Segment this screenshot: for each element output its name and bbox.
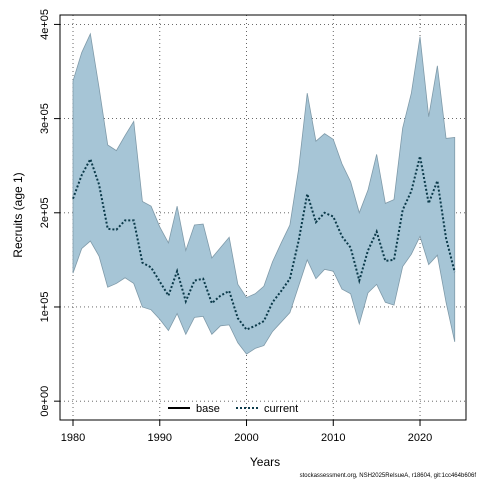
confidence-band bbox=[72, 32, 456, 355]
y-tick-label: 3e+05 bbox=[39, 103, 51, 134]
y-axis: 0e+00 1e+05 2e+05 3e+05 4e+05 bbox=[39, 9, 60, 417]
legend-base-label: base bbox=[196, 403, 220, 415]
legend-current-label: current bbox=[264, 403, 298, 415]
x-tick-label: 2000 bbox=[234, 432, 258, 444]
x-axis-title: Years bbox=[250, 455, 280, 469]
x-axis: 1980 1990 2000 2010 2020 bbox=[61, 420, 432, 444]
series-current-line bbox=[72, 156, 456, 331]
plot-frame bbox=[59, 14, 467, 421]
x-tick-label: 1980 bbox=[61, 432, 85, 444]
x-tick-label: 2020 bbox=[408, 432, 432, 444]
x-tick-label: 2010 bbox=[321, 432, 345, 444]
y-tick-label: 0e+00 bbox=[39, 386, 51, 417]
x-tick-label: 1990 bbox=[148, 432, 172, 444]
y-tick-label: 1e+05 bbox=[39, 292, 51, 323]
y-axis-title: Recruits (age 1) bbox=[11, 172, 25, 257]
y-tick-label: 2e+05 bbox=[39, 197, 51, 228]
legend: base current bbox=[168, 403, 298, 415]
y-tick-label: 4e+05 bbox=[39, 9, 51, 40]
footer-note: stockassessment.org, NSH2025ReIsueA, r18… bbox=[300, 473, 477, 479]
